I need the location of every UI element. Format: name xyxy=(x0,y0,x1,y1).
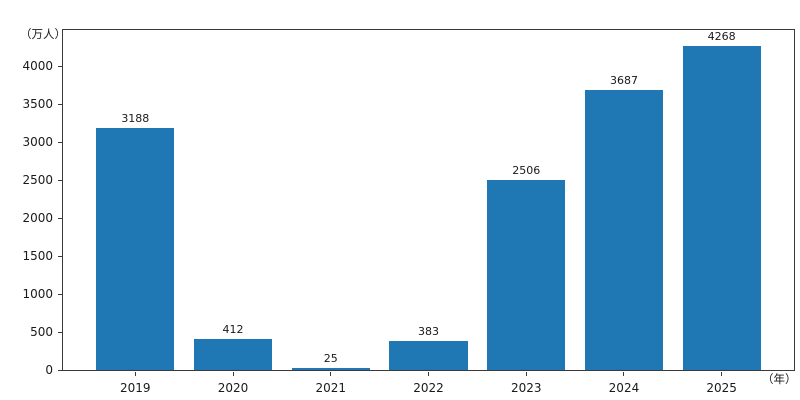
y-axis-tick-mark xyxy=(58,217,62,219)
bar-value-label: 383 xyxy=(418,324,439,338)
y-axis-tick-mark xyxy=(58,179,62,181)
bar-value-label: 25 xyxy=(323,352,338,366)
x-axis-tick-label: 2022 xyxy=(413,381,444,395)
y-axis-tick-mark xyxy=(58,293,62,295)
y-axis-tick-label: 1000 xyxy=(22,287,53,302)
x-axis-tick-mark xyxy=(232,372,234,376)
x-axis-tick-label: 2025 xyxy=(706,381,737,395)
y-axis-tick-mark xyxy=(58,369,62,371)
y-axis-tick-mark xyxy=(58,331,62,333)
y-axis-unit-label: （万人） xyxy=(20,27,66,41)
x-axis-tick-mark xyxy=(525,372,527,376)
bar-2022 xyxy=(389,340,468,370)
x-axis-unit-label: （年） xyxy=(762,372,797,386)
x-axis-tick-label: 2019 xyxy=(120,381,151,395)
y-axis-tick-mark xyxy=(58,255,62,257)
y-axis-tick-label: 1500 xyxy=(22,249,53,264)
y-axis-tick-label: 3500 xyxy=(22,97,53,112)
x-axis-tick-label: 2024 xyxy=(608,381,640,395)
bar-2024 xyxy=(584,90,664,370)
x-axis-tick-mark xyxy=(428,372,429,376)
x-axis-tick-label: 2020 xyxy=(217,381,249,395)
bar-value-label: 3687 xyxy=(609,74,638,88)
x-axis-tick-mark xyxy=(623,372,625,376)
x-axis-tick-label: 2021 xyxy=(315,381,347,395)
x-axis-tick-label: 2023 xyxy=(510,381,542,395)
bar-value-label: 4268 xyxy=(707,30,736,44)
x-axis-tick-mark xyxy=(721,372,723,376)
y-axis-tick-label: 4000 xyxy=(22,59,53,74)
bar-2023 xyxy=(487,179,566,370)
y-axis-tick-mark xyxy=(58,103,62,105)
x-axis-tick-mark xyxy=(330,372,332,376)
y-axis-tick-label: 500 xyxy=(30,325,53,340)
y-axis-tick-label: 2500 xyxy=(22,173,53,188)
bar-value-label: 412 xyxy=(222,322,244,336)
y-axis-tick-label: 0 xyxy=(45,363,53,377)
bar-value-label: 3188 xyxy=(121,112,150,126)
y-axis-tick-label: 2000 xyxy=(22,211,53,226)
bar-2020 xyxy=(193,338,273,370)
bar-2021 xyxy=(291,368,370,370)
x-axis-tick-mark xyxy=(134,372,136,376)
bar-value-label: 2506 xyxy=(512,163,541,177)
y-axis-tick-mark xyxy=(58,141,62,143)
y-axis-tick-label: 3000 xyxy=(22,135,53,150)
y-axis-tick-mark xyxy=(58,65,62,67)
bar-2019 xyxy=(96,128,175,370)
plot-area: 0 500 1000 1500 2000 2500 3000 3500 4000 3188 2019… xyxy=(22,29,795,395)
bar-2025 xyxy=(682,46,761,370)
